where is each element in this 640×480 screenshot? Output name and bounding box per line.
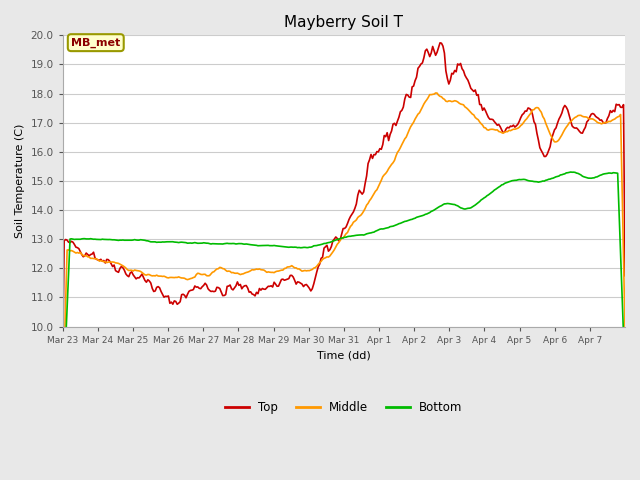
Middle <box>348 222 356 228</box>
Top <box>461 72 469 78</box>
Top <box>59 364 67 370</box>
Bottom <box>618 292 626 298</box>
Top <box>95 257 103 263</box>
Line: Middle: Middle <box>63 93 625 407</box>
Top <box>78 252 86 257</box>
Bottom <box>543 177 551 183</box>
Line: Top: Top <box>63 43 625 367</box>
Middle <box>78 252 86 257</box>
Bottom <box>78 236 86 242</box>
Top <box>348 211 356 217</box>
Middle <box>432 90 440 96</box>
Middle <box>621 327 629 333</box>
Line: Bottom: Bottom <box>63 172 625 411</box>
Y-axis label: Soil Temperature (C): Soil Temperature (C) <box>15 124 25 238</box>
Middle <box>59 404 67 410</box>
Middle <box>545 128 552 133</box>
Middle <box>95 258 103 264</box>
Top <box>621 273 629 279</box>
Bottom <box>95 237 103 242</box>
Title: Mayberry Soil T: Mayberry Soil T <box>284 15 403 30</box>
Text: MB_met: MB_met <box>71 37 120 48</box>
Middle <box>618 183 626 189</box>
Bottom <box>348 233 356 239</box>
Top <box>436 40 444 46</box>
X-axis label: Time (dd): Time (dd) <box>317 350 371 360</box>
Legend: Top, Middle, Bottom: Top, Middle, Bottom <box>221 396 467 419</box>
Bottom <box>460 206 467 212</box>
Top <box>618 105 626 110</box>
Bottom <box>621 373 629 379</box>
Top <box>545 147 552 153</box>
Bottom <box>59 408 67 414</box>
Middle <box>461 104 469 110</box>
Bottom <box>567 169 575 175</box>
